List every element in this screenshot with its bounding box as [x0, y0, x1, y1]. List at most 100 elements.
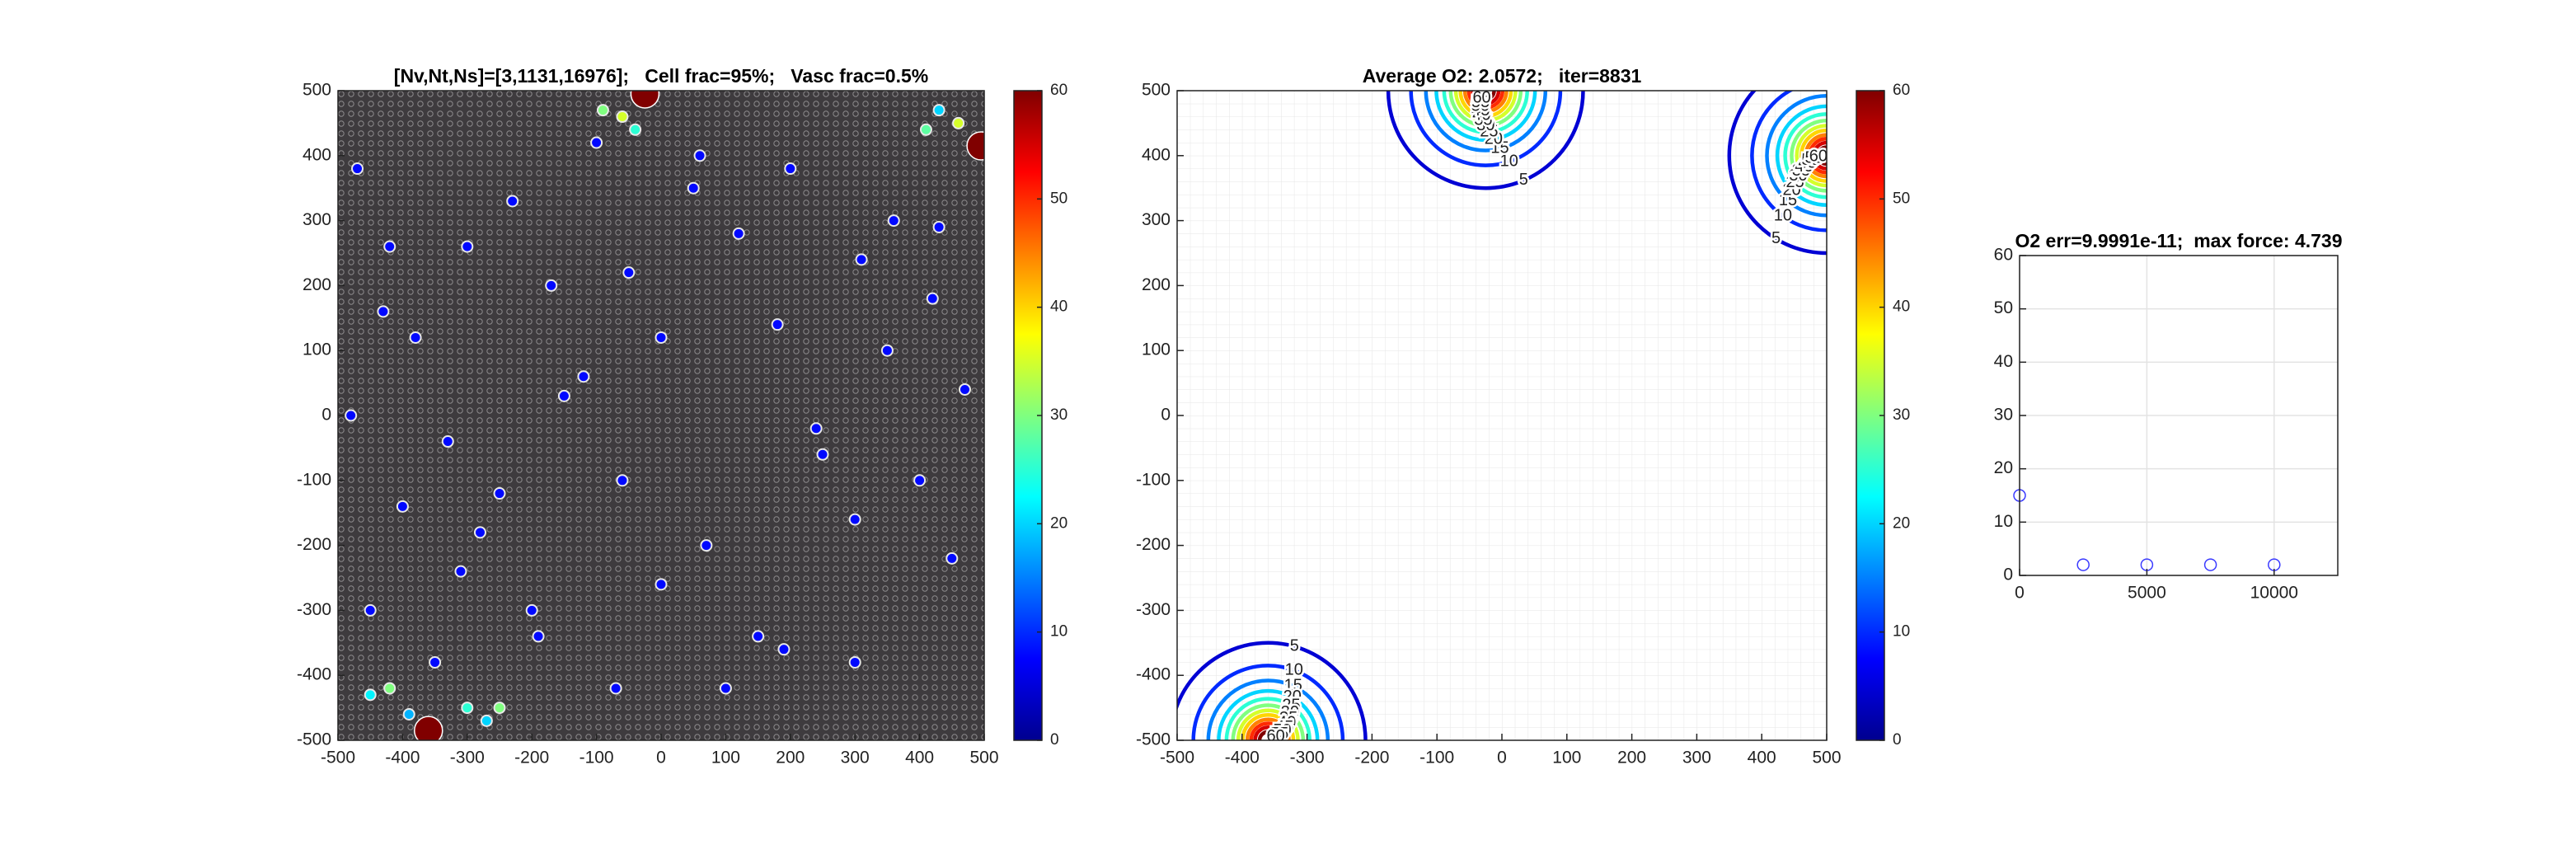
contour-line [1448, 91, 1523, 128]
cell [480, 714, 493, 727]
contour-line [1462, 91, 1509, 114]
cell [958, 383, 971, 396]
cell [952, 116, 965, 129]
x-tick-label: 0 [656, 749, 666, 767]
cell [784, 162, 797, 176]
cell [364, 603, 377, 617]
plot-area [338, 91, 984, 740]
contour-label: 60 [1809, 148, 1828, 166]
cell [848, 655, 861, 669]
cell [429, 655, 442, 669]
colorbar-tick-label: 40 [1050, 298, 1067, 316]
cell [590, 136, 603, 149]
y-tick-label: 300 [1142, 210, 1171, 229]
chart-title: O2 err=9.9991e-11; max force: 4.739 [2015, 230, 2342, 251]
colorbar-tick-label: 60 [1893, 82, 1910, 99]
contour-line [1249, 721, 1288, 740]
cell [409, 331, 422, 344]
contour-label: 20 [1783, 181, 1801, 199]
cell [557, 389, 570, 402]
contour-label: 35 [1279, 709, 1297, 727]
contour-label: 10 [1285, 660, 1303, 678]
contour-line [1386, 91, 1585, 190]
contour-label: 30 [1789, 167, 1807, 185]
contour-label: 55 [1270, 725, 1288, 743]
contour-line [1241, 713, 1296, 740]
y-tick-label: -200 [297, 535, 331, 554]
contour-label: 50 [1273, 721, 1291, 739]
colorbar-tick-label: 30 [1050, 406, 1067, 424]
x-tick-label: -400 [385, 749, 420, 767]
contour-label: 5 [1771, 229, 1781, 247]
x-tick-label: -400 [1225, 749, 1260, 767]
contour-label: 45 [1799, 154, 1817, 172]
cell [752, 630, 765, 643]
y-tick-label: -100 [297, 470, 331, 489]
contour-label: 20 [1485, 129, 1503, 148]
contour-label: 15 [1490, 139, 1509, 157]
contour-label: 40 [1472, 106, 1490, 124]
colorbar-tick-label: 0 [1050, 731, 1059, 749]
x-tick-label: 0 [2015, 584, 2025, 603]
cell [945, 552, 959, 565]
y-tick-label: 10 [1994, 512, 2013, 531]
cell [402, 707, 415, 721]
y-tick-label: -200 [1136, 535, 1171, 554]
contour-label: 55 [1805, 149, 1823, 167]
x-tick-label: -200 [1354, 749, 1389, 767]
cell [926, 292, 939, 305]
x-tick-label: 400 [905, 749, 934, 767]
cell [609, 682, 622, 695]
cell [855, 253, 868, 266]
y-tick-label: -400 [1136, 665, 1171, 684]
cell [887, 214, 900, 228]
contour-line [1775, 104, 1827, 207]
contour-line [1783, 112, 1827, 199]
contour-line [1458, 91, 1513, 118]
y-tick-label: 400 [303, 145, 331, 164]
vessel [414, 716, 443, 740]
colorbar-tick-label: 60 [1050, 82, 1067, 99]
contour-label: 40 [1795, 157, 1813, 176]
x-tick-label: 300 [841, 749, 870, 767]
vessel [630, 91, 660, 109]
y-tick-label: 0 [1161, 406, 1171, 425]
cell [919, 123, 932, 136]
contour-line [1475, 91, 1496, 101]
cell [816, 448, 829, 461]
cell [616, 110, 629, 124]
data-point [2076, 558, 2090, 571]
cell [622, 266, 636, 279]
x-tick-label: 200 [776, 749, 805, 767]
x-tick-label: 0 [1497, 749, 1507, 767]
contour-label: 25 [1282, 696, 1300, 714]
contour-line [1206, 678, 1330, 740]
y-tick-label: 200 [303, 275, 331, 294]
y-tick-label: -300 [1136, 600, 1171, 619]
y-tick-label: 500 [303, 81, 331, 100]
chart-title: [Nv,Nt,Ns]=[3,1131,16976]; Cell frac=95%… [394, 65, 928, 87]
cell [364, 688, 377, 702]
cell [396, 500, 409, 513]
cell [506, 195, 519, 208]
cell [771, 318, 784, 331]
y-tick-label: 30 [1994, 406, 2013, 425]
colorbar-tick-label: 40 [1893, 298, 1910, 316]
cell [493, 487, 506, 500]
contour-line [1816, 145, 1827, 167]
plot-area [1177, 91, 1827, 740]
x-tick-label: -500 [1160, 749, 1194, 767]
cell [383, 240, 396, 253]
contour-label: 35 [1474, 110, 1492, 129]
x-tick-label: -300 [450, 749, 485, 767]
x-tick-label: 300 [1682, 749, 1711, 767]
contour-label: 15 [1779, 191, 1797, 209]
cell [525, 603, 538, 617]
cell [461, 240, 474, 253]
cell [932, 220, 945, 233]
cell [596, 104, 609, 117]
cell [441, 435, 454, 448]
contour-label: 50 [1471, 97, 1490, 115]
y-tick-label: -400 [297, 665, 331, 684]
cell [777, 643, 791, 656]
